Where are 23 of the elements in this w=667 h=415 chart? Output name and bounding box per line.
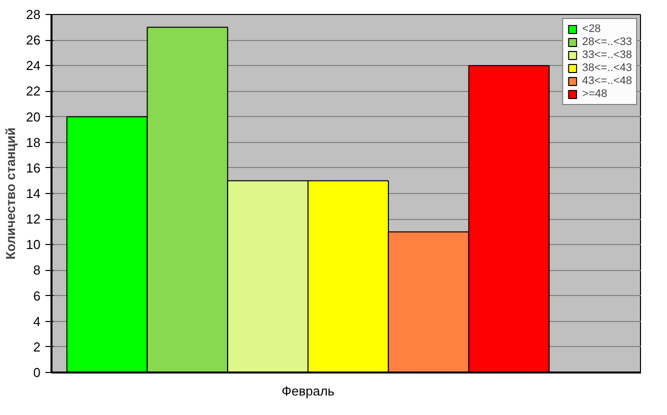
legend-label: >=48 <box>582 88 608 100</box>
legend-label: 43<=..<48 <box>582 75 632 87</box>
y-tick-label: 0 <box>33 365 41 380</box>
y-tick-label: 2 <box>33 339 41 354</box>
legend-label: <28 <box>582 23 602 35</box>
x-tick-label: Февраль <box>282 384 335 398</box>
y-tick-label: 10 <box>26 237 41 252</box>
y-tick-label: 28 <box>26 7 41 22</box>
y-tick-label: 24 <box>26 58 41 74</box>
y-tick-label: 16 <box>26 160 41 176</box>
legend-label: 33<=..<38 <box>582 49 632 61</box>
legend-label: 38<=..<43 <box>582 62 632 74</box>
y-tick-label: 26 <box>26 32 41 48</box>
y-tick-label: 18 <box>26 134 41 150</box>
y-tick-label: 14 <box>26 186 41 201</box>
y-tick-label: 12 <box>26 212 41 227</box>
y-axis-title: Количество станций <box>3 127 18 260</box>
y-tick-label: 4 <box>33 314 41 329</box>
legend-label: 28<=..<33 <box>582 36 632 48</box>
y-tick-label: 22 <box>26 84 41 99</box>
y-tick-label: 6 <box>33 288 41 304</box>
y-tick-label: 20 <box>26 109 41 124</box>
y-tick-label: 8 <box>33 262 41 278</box>
